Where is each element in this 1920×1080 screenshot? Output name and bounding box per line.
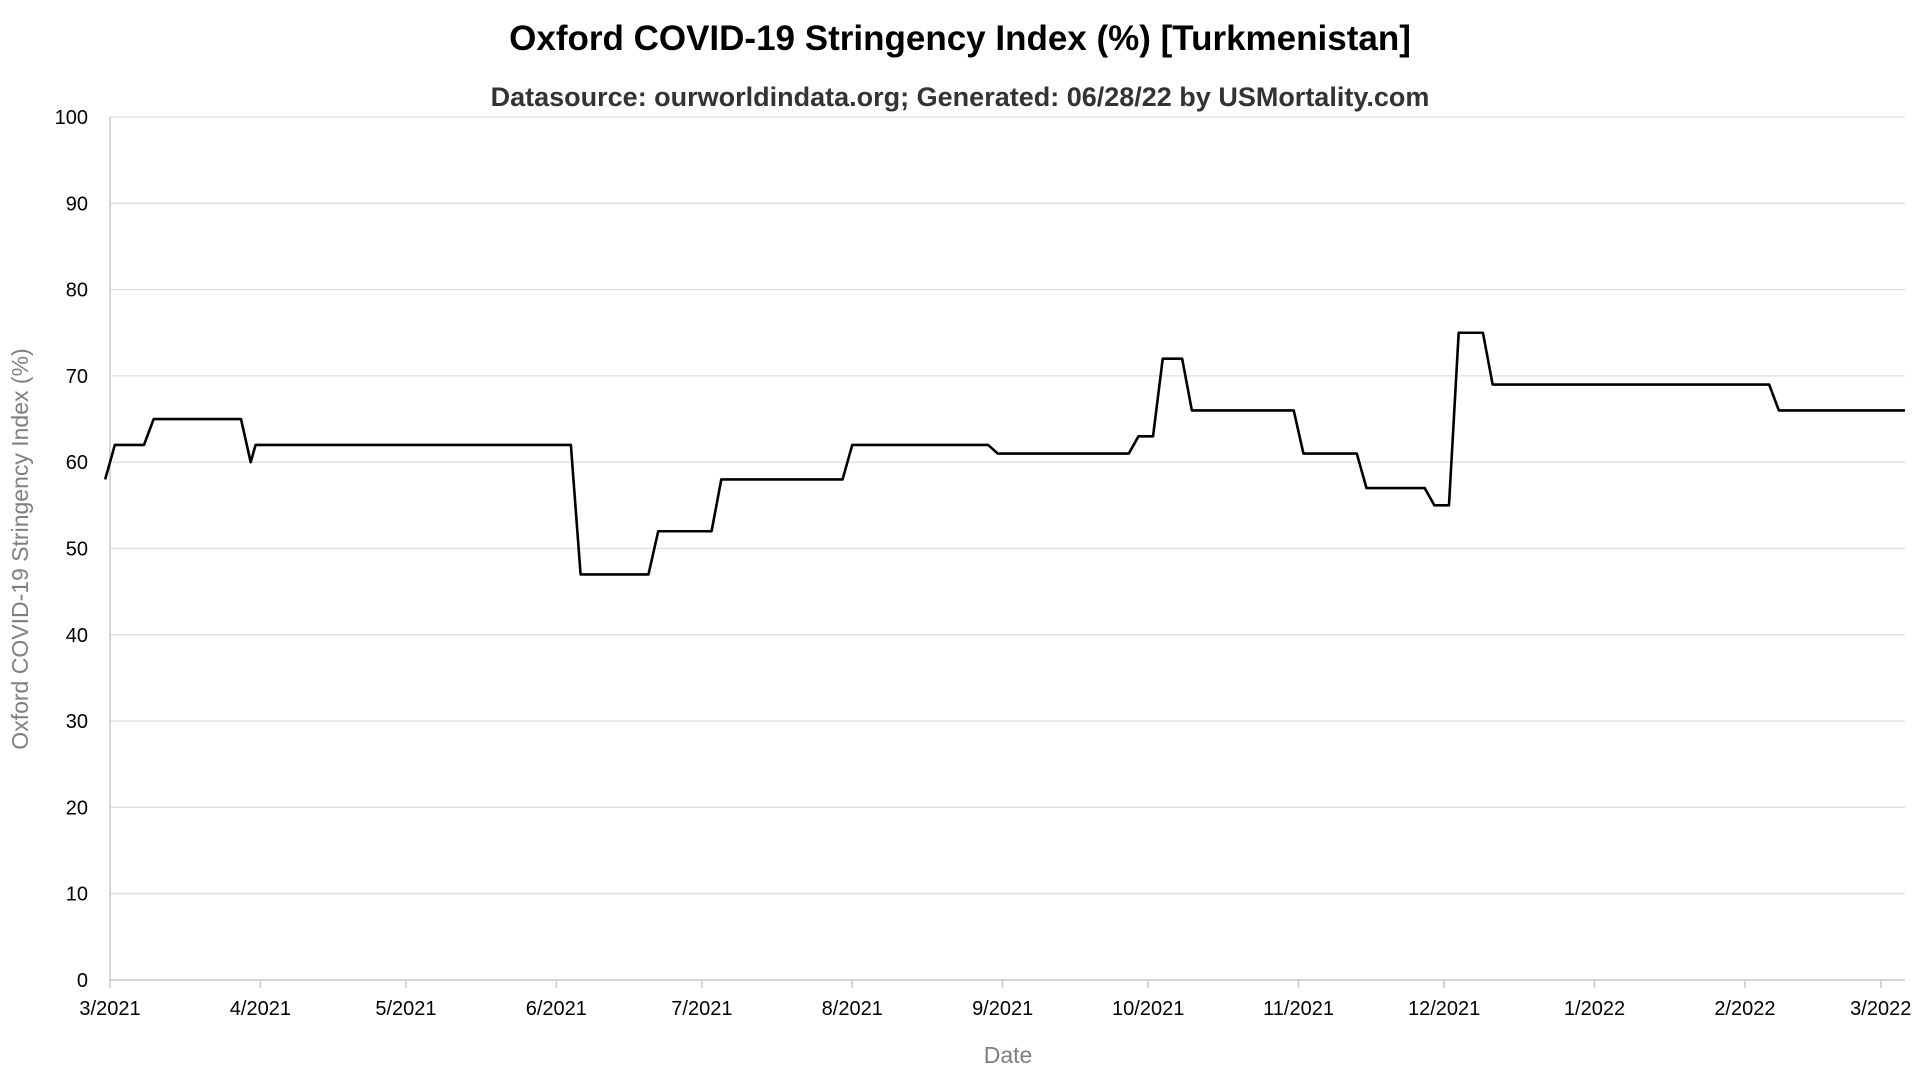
y-tick-label: 60	[66, 452, 88, 474]
x-tick-label: 10/2021	[1112, 998, 1184, 1020]
x-tick-label: 1/2022	[1564, 998, 1625, 1020]
x-tick-label: 3/2022	[1850, 998, 1911, 1020]
y-tick-label: 50	[66, 539, 88, 561]
x-tick-label: 5/2021	[375, 998, 436, 1020]
series-line	[103, 331, 1905, 576]
y-tick-label: 30	[66, 711, 88, 733]
y-tick-label: 40	[66, 625, 88, 647]
y-tick-label: 0	[77, 970, 88, 992]
x-tick-label: 2/2022	[1714, 998, 1775, 1020]
y-tick-label: 10	[66, 884, 88, 906]
x-tick-label: 6/2021	[526, 998, 587, 1020]
chart-title: Oxford COVID-19 Stringency Index (%) [Tu…	[509, 19, 1411, 58]
x-tick-label: 7/2021	[671, 998, 732, 1020]
x-tick-label: 11/2021	[1263, 998, 1334, 1020]
x-tick-label: 3/2021	[79, 998, 140, 1020]
chart-subtitle: Datasource: ourworldindata.org; Generate…	[491, 82, 1430, 112]
y-tick-label: 90	[66, 193, 88, 215]
y-tick-label: 100	[55, 107, 88, 129]
y-tick-label: 80	[66, 280, 88, 302]
y-axis-title: Oxford COVID-19 Stringency Index (%)	[7, 348, 33, 749]
x-tick-label: 8/2021	[822, 998, 883, 1020]
x-axis-title: Date	[984, 1042, 1033, 1068]
axes: 0 10 20 30 40 50 60 70 80 90 100 3/2021 4/2021 5/2021…	[55, 107, 1912, 1020]
gridlines	[110, 116, 1905, 895]
y-tick-label: 20	[66, 797, 88, 819]
x-tick-label: 12/2021	[1408, 998, 1480, 1020]
x-tick-label: 9/2021	[972, 998, 1033, 1020]
y-tick-label: 70	[66, 366, 88, 388]
series-layer	[103, 331, 1905, 576]
x-tick-label: 4/2021	[230, 998, 291, 1020]
